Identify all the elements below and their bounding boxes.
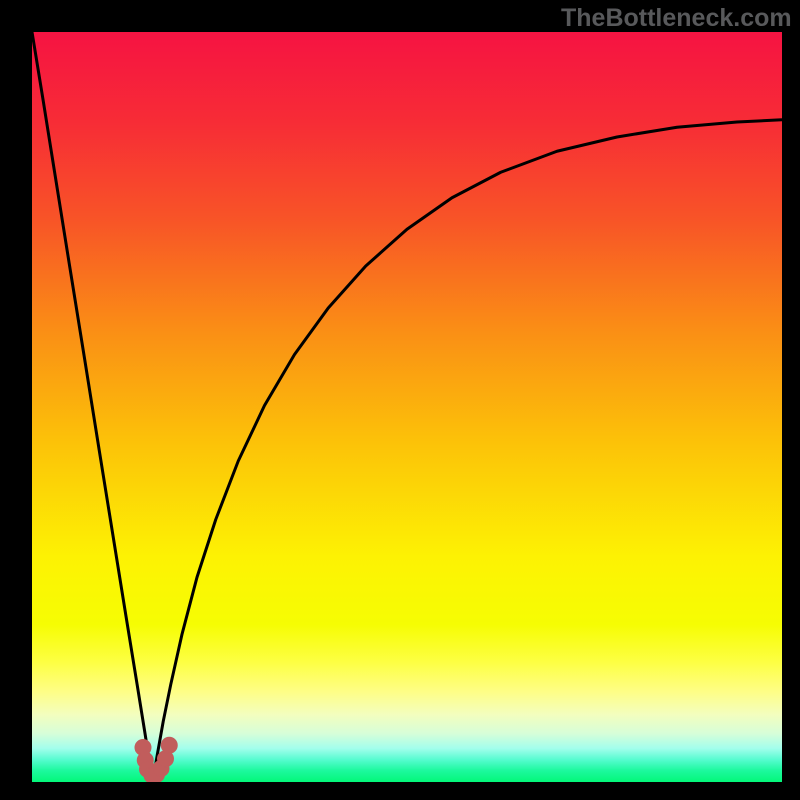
chart-stage: TheBottleneck.com (0, 0, 800, 800)
border-bottom (0, 782, 800, 800)
curve-svg (0, 0, 800, 800)
bottleneck-marker (161, 737, 177, 753)
watermark-text: TheBottleneck.com (561, 4, 792, 33)
border-right (782, 0, 800, 800)
border-left (0, 0, 32, 800)
bottleneck-curve (32, 32, 782, 782)
